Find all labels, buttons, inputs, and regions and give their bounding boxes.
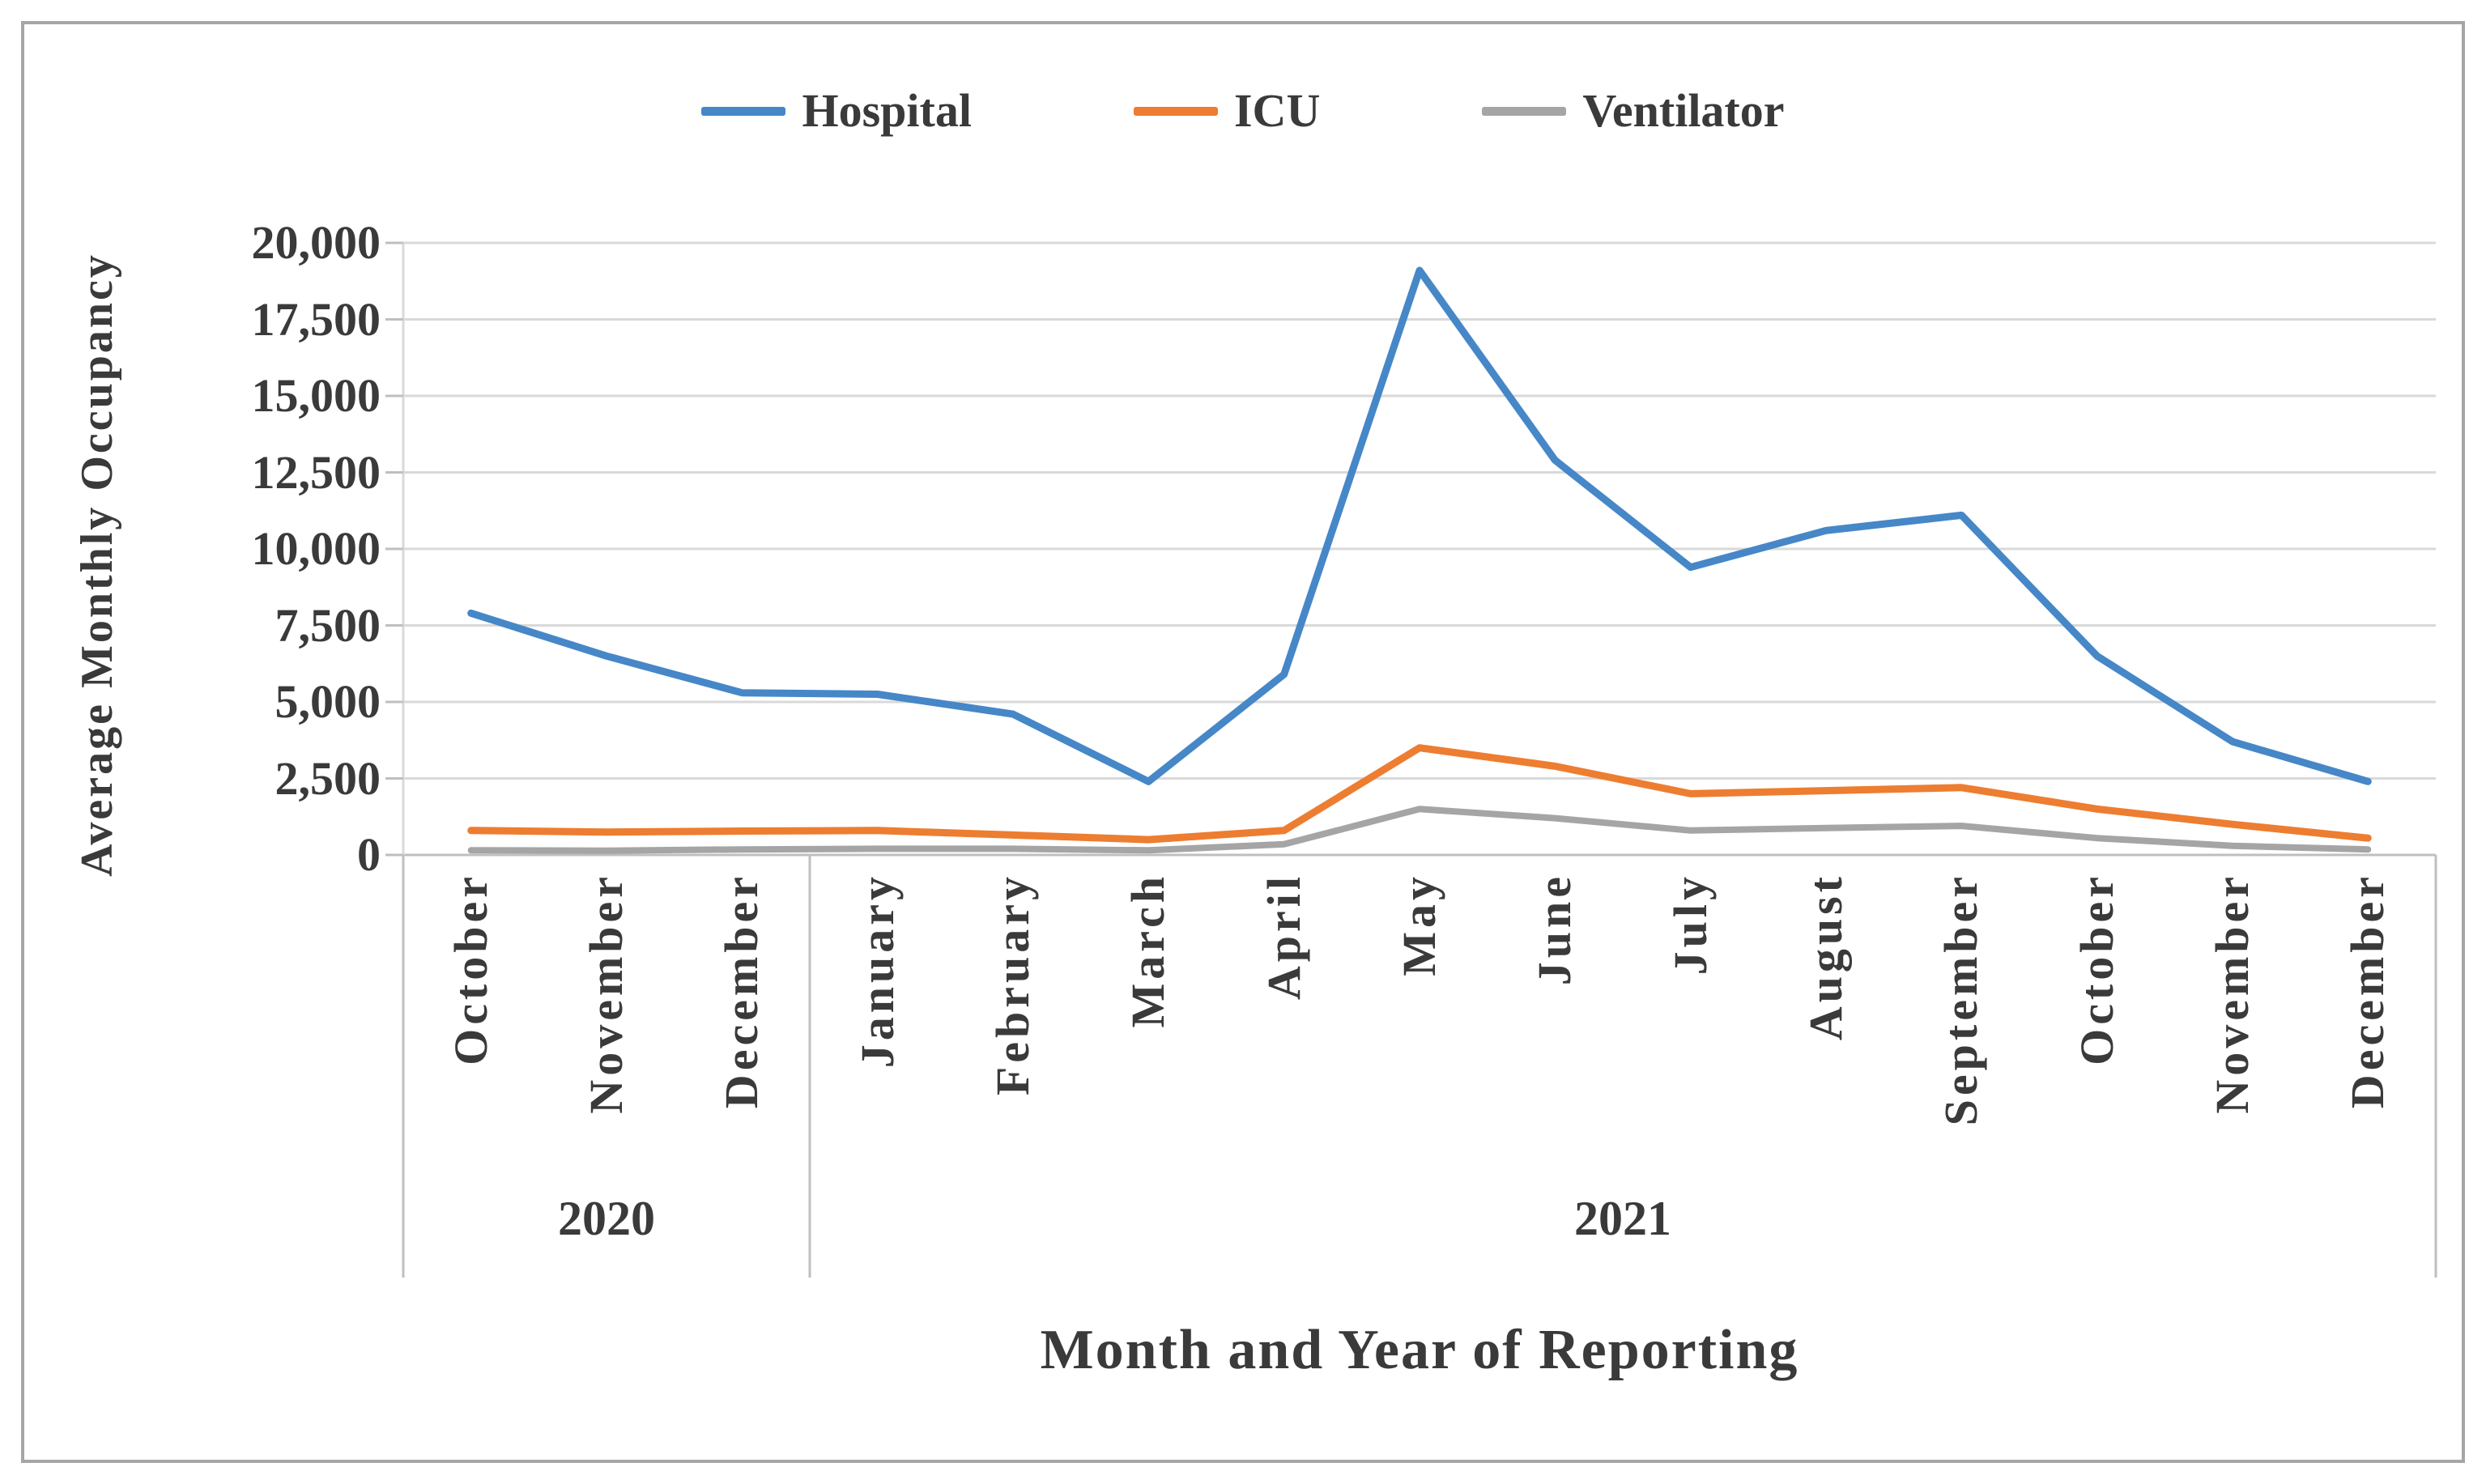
y-tick-label: 15,000	[251, 369, 381, 422]
y-tick-label: 20,000	[251, 216, 381, 269]
month-label-wrap: July	[1663, 873, 1717, 979]
month-label: October	[2070, 873, 2123, 1065]
month-label-wrap: October	[2071, 873, 2123, 1069]
month-label: August	[1799, 873, 1853, 1041]
month-label: April	[1257, 873, 1310, 1001]
month-label-wrap: December	[715, 873, 768, 1112]
legend-swatch-hospital-icon	[701, 106, 786, 116]
x-axis-title: Month and Year of Reporting	[1040, 1319, 1799, 1381]
legend-swatch-ventilator-icon	[1482, 106, 1567, 116]
month-label: June	[1528, 873, 1581, 986]
legend-item-icu: ICU	[1133, 84, 1321, 137]
legend-item-hospital: Hospital	[701, 87, 972, 134]
month-label-wrap: February	[986, 873, 1040, 1099]
month-label-wrap: November	[580, 873, 633, 1118]
y-tick-label: 17,500	[251, 292, 381, 346]
month-label-wrap: October	[445, 873, 497, 1069]
y-tick-label: 2,500	[275, 751, 381, 805]
y-tick-label: 5,000	[275, 675, 381, 728]
legend-item-ventilator: Ventilator	[1482, 84, 1785, 137]
month-label-wrap: January	[850, 873, 904, 1072]
y-tick-label: 7,500	[275, 598, 381, 652]
icu-line	[467, 744, 2372, 844]
y-tick-label: 12,500	[251, 445, 381, 499]
month-label: February	[986, 873, 1040, 1096]
y-tick-label: 10,000	[251, 522, 381, 575]
month-label-wrap: November	[2206, 873, 2259, 1118]
month-label: January	[850, 873, 904, 1069]
legend-swatch-icu-icon	[1133, 106, 1218, 116]
month-label: December	[715, 873, 768, 1109]
month-label-wrap: May	[1393, 873, 1446, 980]
year-group-label-2020: 2020	[558, 1192, 655, 1245]
month-label: May	[1393, 873, 1446, 976]
month-label: November	[2206, 873, 2259, 1114]
year-group-label-2021: 2021	[1574, 1192, 1671, 1245]
month-label: October	[444, 873, 497, 1065]
legend-label-ventilator: Ventilator	[1582, 84, 1785, 137]
legend-label-hospital: Hospital	[802, 84, 972, 137]
legend-label-icu: ICU	[1233, 84, 1321, 137]
month-label-wrap: September	[1935, 873, 1987, 1129]
legend: Hospital ICU Ventilator	[0, 87, 2486, 134]
month-label-wrap: December	[2341, 873, 2394, 1112]
month-label-wrap: April	[1258, 873, 1310, 1004]
ventilator-line	[467, 806, 2372, 854]
month-label: July	[1663, 873, 1717, 976]
month-label: September	[1935, 873, 1988, 1126]
month-label-wrap: August	[1799, 873, 1853, 1044]
y-tick-labels: 0 2,500 5,000 7,500 10,000 12,500 15,000 17,500…	[0, 0, 381, 1484]
month-label-wrap: March	[1122, 873, 1174, 1031]
month-label-wrap: June	[1528, 873, 1581, 989]
month-label: December	[2341, 873, 2394, 1109]
hospital-line	[467, 266, 2372, 785]
month-label: March	[1122, 873, 1175, 1028]
y-tick-label: 0	[357, 828, 381, 881]
month-label: November	[580, 873, 633, 1114]
